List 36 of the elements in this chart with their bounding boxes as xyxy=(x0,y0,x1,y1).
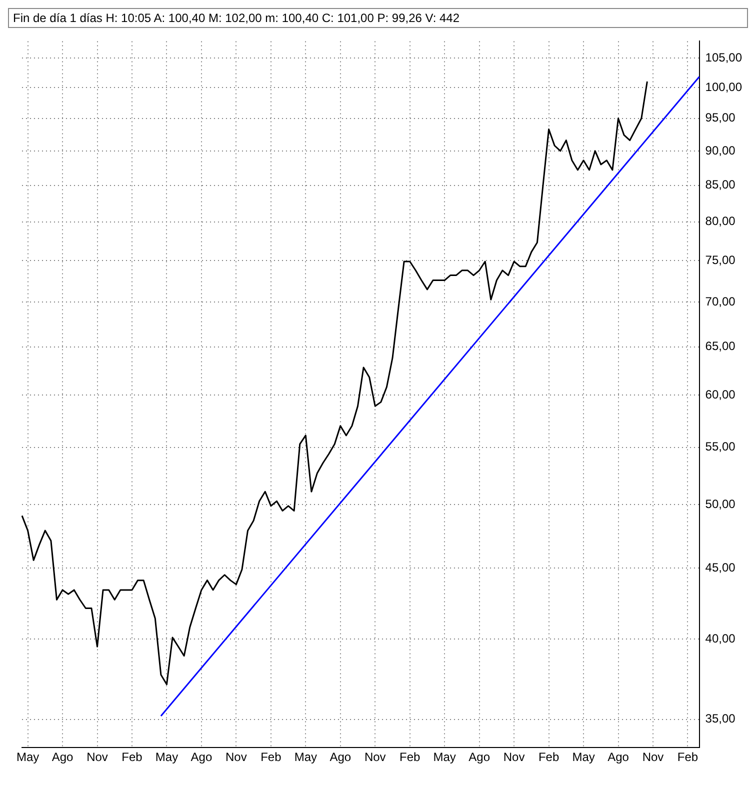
x-tick-label: Ago xyxy=(52,750,74,764)
y-tick-label: 50,00 xyxy=(705,497,736,512)
x-tick-label: Ago xyxy=(190,750,212,764)
x-tick-label: Nov xyxy=(86,750,108,764)
y-tick-label: 65,00 xyxy=(705,339,736,354)
y-tick-label: 45,00 xyxy=(705,560,736,574)
x-tick-label: May xyxy=(16,750,40,764)
y-tick-label: 40,00 xyxy=(705,631,736,646)
x-tick-label: May xyxy=(294,750,317,764)
x-tick-label: Feb xyxy=(122,750,143,764)
y-tick-label: 80,00 xyxy=(705,214,736,228)
y-tick-label: 35,00 xyxy=(705,712,736,726)
x-tick-label: Feb xyxy=(260,750,282,764)
y-tick-label: 55,00 xyxy=(705,440,736,454)
y-tick-label: 90,00 xyxy=(705,143,736,158)
y-tick-label: 100,00 xyxy=(705,80,742,94)
x-tick-label: Nov xyxy=(503,750,525,764)
y-tick-label: 75,00 xyxy=(705,253,736,267)
y-tick-label: 85,00 xyxy=(705,178,736,192)
x-tick-label: May xyxy=(572,750,595,764)
chart-title: Fin de día 1 días H: 10:05 A: 100,40 M: 102,00 m: 100,40 C: 101,00 P: 99,26 V: 442 xyxy=(8,8,748,28)
y-tick-label: 105,00 xyxy=(705,50,742,64)
y-tick-label: 95,00 xyxy=(705,110,736,125)
x-tick-label: Ago xyxy=(468,750,490,764)
x-tick-label: Nov xyxy=(226,750,247,764)
y-tick-label: 60,00 xyxy=(705,387,736,402)
x-tick-label: Feb xyxy=(538,750,560,764)
x-tick-label: Feb xyxy=(400,750,421,764)
x-tick-label: Ago xyxy=(330,750,352,764)
x-tick-label: May xyxy=(433,750,456,764)
y-tick-label: 70,00 xyxy=(705,294,736,309)
x-tick-label: Nov xyxy=(642,750,664,764)
x-tick-label: Ago xyxy=(608,750,630,764)
x-tick-label: May xyxy=(155,750,178,764)
x-tick-label: Feb xyxy=(677,750,698,764)
x-tick-label: Nov xyxy=(364,750,386,764)
